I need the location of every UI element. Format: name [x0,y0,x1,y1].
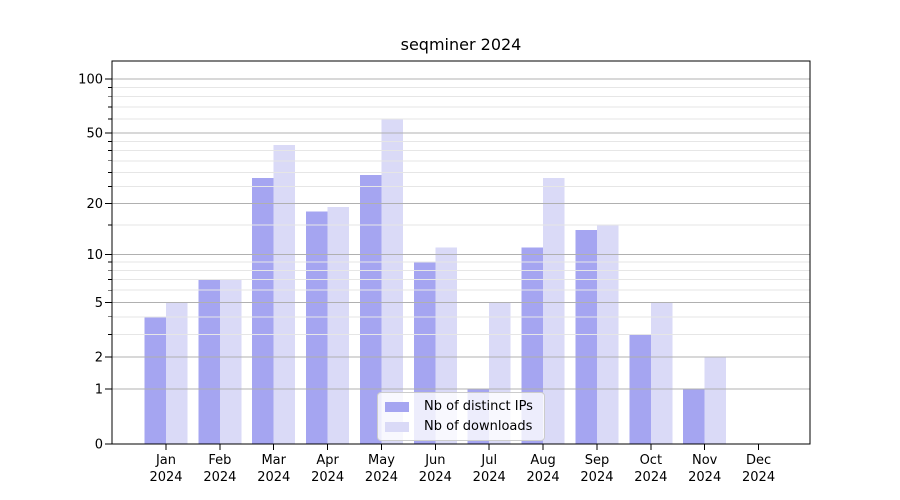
plot-border [111,60,811,445]
y-tick-label-10: 10 [86,248,103,263]
bar-ips-jan [144,316,166,444]
legend-item-downloads: Nb of downloads [385,419,536,434]
bar-ips-feb [198,279,220,444]
x-tick-year-jun: 2024 [419,470,452,485]
bar-downloads-mar [273,144,296,445]
bar-ips-nov [683,389,705,444]
legend-label-distinct-ips: Nb of distinct IPs [424,399,533,414]
x-tick-label-jul: Jul [480,453,497,468]
x-tick-year-dec: 2024 [742,470,775,485]
bar-downloads-aug [543,177,565,444]
x-tick-label-apr: Apr [316,453,339,468]
bar-downloads-apr [327,207,350,444]
x-tick-year-jan: 2024 [149,470,182,485]
y-tick-label-2: 2 [95,351,103,366]
chart-title: seqminer 2024 [400,35,522,54]
bar-ips-mar [252,177,274,444]
x-tick-year-sep: 2024 [580,470,613,485]
x-tick-label-jun: Jun [424,453,445,468]
y-tick-label-0: 0 [95,438,103,453]
bar-downloads-oct [650,302,673,444]
bar-ips-may [359,175,382,444]
bar-downloads-jan [166,302,188,444]
y-tick-label-100: 100 [78,73,103,88]
x-tick-label-aug: Aug [530,453,555,468]
x-tick-year-mar: 2024 [257,470,290,485]
bar-ips-apr [306,211,328,444]
legend-item-distinct-ips: Nb of distinct IPs [385,399,536,414]
x-tick-label-oct: Oct [640,453,662,468]
bar-downloads-nov [704,357,727,444]
x-tick-year-nov: 2024 [688,470,721,485]
y-tick-label-5: 5 [95,296,103,311]
bar-downloads-feb [219,279,242,444]
x-tick-year-may: 2024 [365,470,398,485]
y-tick-label-20: 20 [86,197,103,212]
x-tick-label-feb: Feb [208,453,231,468]
x-tick-year-jul: 2024 [473,470,506,485]
x-tick-label-sep: Sep [585,453,610,468]
x-tick-year-oct: 2024 [634,470,667,485]
bar-ips-sep [575,229,597,444]
x-tick-label-jan: Jan [155,453,176,468]
bar-downloads-may [381,119,403,444]
x-tick-label-dec: Dec [746,453,771,468]
x-tick-year-apr: 2024 [311,470,344,485]
x-tick-year-feb: 2024 [203,470,236,485]
legend: Nb of distinct IPs Nb of downloads [377,392,545,441]
legend-swatch-distinct-ips [385,401,409,412]
y-tick-label-1: 1 [95,383,103,398]
x-tick-year-aug: 2024 [527,470,560,485]
x-tick-label-may: May [368,453,395,468]
x-tick-label-nov: Nov [692,453,718,468]
legend-label-downloads: Nb of downloads [424,419,533,434]
x-tick-label-mar: Mar [261,453,286,468]
legend-swatch-downloads [385,421,409,432]
y-tick-label-50: 50 [86,127,103,142]
